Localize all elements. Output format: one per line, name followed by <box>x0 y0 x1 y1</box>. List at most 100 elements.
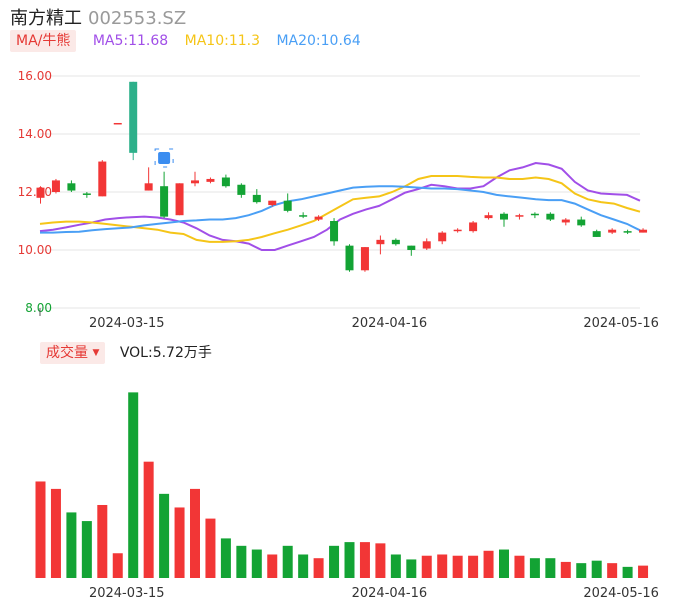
candle-body <box>283 200 292 211</box>
volume-bar <box>174 507 185 578</box>
volume-bar <box>437 554 448 578</box>
candle-body <box>36 187 45 198</box>
ma5-label: MA5:11.68 <box>92 33 169 49</box>
ma10-label: MA10:11.3 <box>184 33 260 49</box>
volume-bar <box>159 493 170 578</box>
volume-bar <box>359 542 370 578</box>
volume-bar <box>375 543 386 578</box>
volume-label: VOL:5.72万手 <box>119 345 212 361</box>
candle-body <box>252 194 261 203</box>
volume-bar <box>591 560 602 578</box>
volume-bar <box>529 558 540 578</box>
ma-line-ma10 <box>39 175 641 243</box>
candle-body <box>438 232 447 242</box>
volume-bar <box>499 549 509 578</box>
candle-body <box>500 213 508 220</box>
y-tick-label: 8.00 <box>25 301 52 315</box>
volume-bar <box>452 555 463 578</box>
candle-body <box>407 245 416 250</box>
candle-body <box>268 200 277 206</box>
candle-body <box>561 219 570 223</box>
volume-bar <box>560 561 571 578</box>
candle-body <box>639 229 648 233</box>
candle-body <box>623 231 632 233</box>
volume-bar <box>205 518 216 578</box>
candle-body <box>221 177 230 187</box>
candle-body <box>469 222 478 232</box>
candle-body <box>144 183 153 191</box>
candle-body <box>391 239 400 245</box>
candle-body <box>67 183 76 191</box>
volume-tag-button[interactable]: 成交量 ▼ <box>40 342 106 364</box>
candle-body <box>345 245 354 271</box>
volume-bar <box>468 555 479 578</box>
candle-body <box>376 239 385 245</box>
candle-body <box>530 213 539 216</box>
candle-body <box>577 219 586 226</box>
y-tick-label: 16.00 <box>18 69 52 83</box>
volume-header: 成交量 ▼ VOL:5.72万手 <box>40 342 212 364</box>
signal-marker-frame <box>154 148 174 168</box>
volume-x-axis-label: 2024-03-15 <box>89 586 165 601</box>
ma-line-ma20 <box>40 185 641 234</box>
candle-body <box>546 213 555 220</box>
volume-bar <box>622 566 633 578</box>
candle-body <box>422 241 431 249</box>
candle-body <box>592 231 601 237</box>
candle-body <box>299 215 308 217</box>
candle-body <box>330 221 339 242</box>
candle-body <box>98 161 107 197</box>
candle-body <box>82 193 91 195</box>
volume-bar <box>236 545 247 578</box>
candle-body <box>484 215 493 219</box>
dropdown-arrow-icon: ▼ <box>92 348 100 358</box>
volume-tag-label: 成交量 <box>46 345 88 361</box>
candle-body <box>129 81 138 153</box>
x-axis-label: 2024-05-16 <box>583 316 659 331</box>
volume-bar <box>282 545 293 578</box>
volume-bar <box>97 504 108 578</box>
volume-bar <box>66 512 77 578</box>
stock-title: 南方精工 002553.SZ <box>10 4 186 30</box>
volume-bar <box>313 558 324 578</box>
volume-bar <box>483 550 494 578</box>
candle-body <box>453 229 462 232</box>
volume-bar <box>514 555 525 578</box>
volume-x-axis-label: 2024-05-16 <box>583 586 659 601</box>
x-axis-label: 2024-04-16 <box>352 316 428 331</box>
volume-bar <box>112 553 123 578</box>
ma-legend: MA/牛熊 MA5:11.68 MA10:11.3 MA20:10.64 <box>10 30 373 52</box>
y-tick-label: 10.00 <box>18 243 52 257</box>
y-tick-label: 14.00 <box>18 127 52 141</box>
candle-body <box>360 247 369 271</box>
x-axis-label: 2024-03-15 <box>89 316 165 331</box>
volume-bar <box>267 554 278 578</box>
volume-bar <box>406 559 417 578</box>
volume-bar <box>344 542 355 578</box>
candle-body <box>160 186 169 217</box>
volume-bar <box>298 554 309 578</box>
volume-bar <box>128 392 139 578</box>
candle-body <box>237 184 246 195</box>
candle-body <box>515 215 524 217</box>
stock-code: 002553.SZ <box>88 8 187 29</box>
ma20-label: MA20:10.64 <box>276 33 361 49</box>
volume-bar <box>638 565 649 578</box>
candle-body <box>51 180 60 192</box>
candle-body <box>206 178 215 182</box>
signal-marker-icon <box>158 152 171 164</box>
volume-x-axis-label: 2024-04-16 <box>352 586 428 601</box>
volume-bar <box>143 461 154 578</box>
volume-bar <box>251 549 262 578</box>
stock-name: 南方精工 <box>10 8 82 29</box>
candle-body <box>191 180 199 184</box>
volume-bar <box>35 481 46 578</box>
ma-line-ma5 <box>39 161 641 251</box>
volume-bar <box>81 521 92 578</box>
y-tick-label: 12.00 <box>18 185 52 199</box>
candle-body <box>608 229 617 233</box>
volume-bar <box>220 538 231 578</box>
volume-bar <box>421 555 432 578</box>
ma-tag-button[interactable]: MA/牛熊 <box>10 30 77 52</box>
